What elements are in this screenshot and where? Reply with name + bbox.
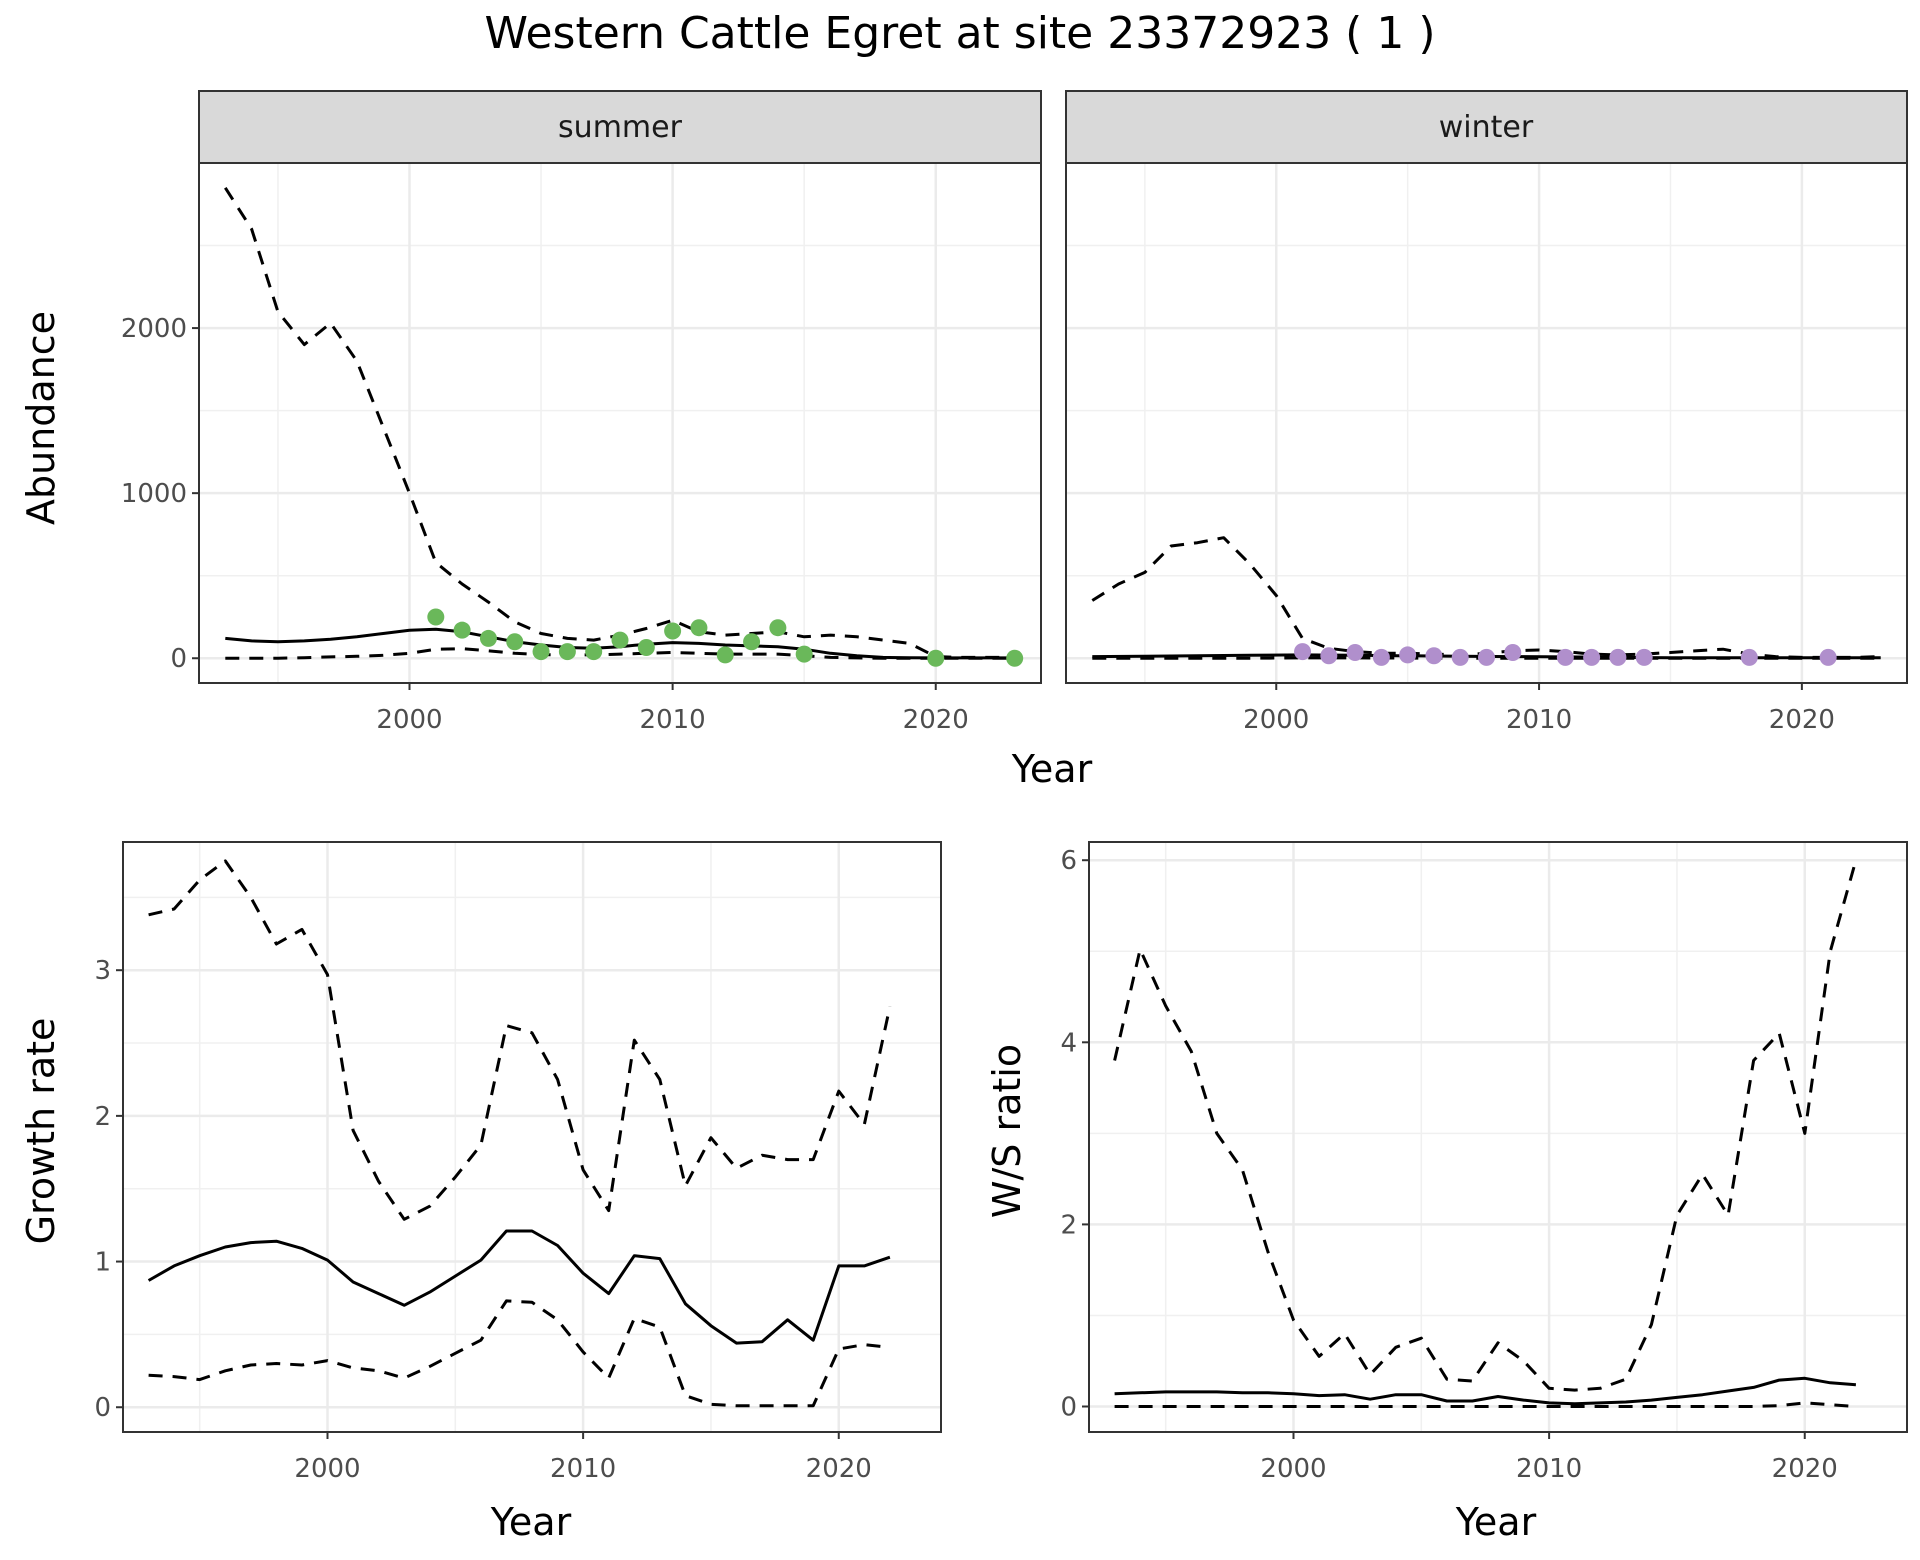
abundance-summer-interval-line-2 (225, 647, 1015, 660)
growth-rate-plot-area (123, 842, 941, 1432)
abundance-summer-panel-border (198, 162, 1042, 684)
ws-ratio-interval-line-1 (1113, 859, 1858, 1392)
abundance-summer-observed-point (743, 633, 761, 651)
y-axis-title-abundance: Abundance (19, 311, 63, 525)
abundance-winter-panel: winter 2000 2010 2020 (1065, 90, 1908, 735)
abundance-winter-observed-point (1556, 648, 1574, 666)
ws-ratio-y-tick-label: 2 (1060, 1210, 1077, 1240)
strip-summer (198, 90, 1042, 164)
ws-ratio-panel-border (1088, 841, 1908, 1433)
ws-ratio-estimate-line (1114, 1376, 1857, 1406)
abundance-summer-observed-point (453, 621, 471, 639)
abundance-summer-y-tick-label: 1000 (121, 479, 187, 509)
ws-ratio-plot-area (1089, 842, 1907, 1432)
abundance-summer-observed-point (611, 631, 629, 649)
abundance-winter-panel-border (1065, 162, 1908, 684)
growth-rate-x-tick-label: 2020 (806, 1454, 872, 1484)
abundance-winter-observed-point (1635, 648, 1653, 666)
abundance-winter-observed-point (1819, 648, 1837, 666)
strip-label-winter: winter (1439, 110, 1534, 145)
ws-ratio-interval-line-2 (1114, 1401, 1857, 1408)
abundance-winter-observed-point (1478, 648, 1495, 666)
y-axis-title-growth-rate: Growth rate (19, 1018, 63, 1245)
growth-rate-panel-border (122, 841, 942, 1433)
abundance-summer-observed-point (479, 629, 497, 647)
abundance-summer-observed-point (558, 643, 576, 661)
ws-ratio-x-tick-label: 2010 (1516, 1454, 1582, 1484)
growth-rate-interval-line-1 (148, 859, 892, 1221)
abundance-summer-x-tick-label: 2020 (903, 705, 969, 735)
abundance-summer-observed-point (716, 646, 734, 664)
abundance-summer-observed-point (664, 622, 682, 640)
strip-label-summer: summer (558, 110, 683, 145)
abundance-winter-observed-point (1451, 648, 1469, 666)
abundance-winter-plot-area (1066, 163, 1907, 683)
abundance-winter-observed-point (1504, 643, 1522, 661)
abundance-summer-observed-point (795, 645, 813, 663)
x-axis-title-growth-rate: Year (490, 1500, 572, 1544)
abundance-summer-observed-point (1006, 649, 1024, 667)
growth-rate-y-tick-label: 0 (94, 1393, 111, 1423)
growth-rate-panel: Growth rate Year 2000 2010 2020 0 1 2 3 (19, 841, 942, 1544)
abundance-summer-observed-point (506, 633, 524, 651)
abundance-summer-observed-point (585, 643, 603, 661)
abundance-summer-observed-point (637, 639, 655, 657)
abundance-winter-observed-point (1346, 643, 1364, 661)
abundance-summer-observed-point (532, 643, 550, 661)
growth-rate-x-tick-label: 2000 (294, 1454, 360, 1484)
abundance-summer-observed-point (427, 608, 445, 626)
abundance-summer-y-tick-label: 2000 (121, 314, 187, 344)
growth-rate-x-tick-label: 2010 (550, 1454, 616, 1484)
growth-rate-y-tick-label: 1 (94, 1248, 111, 1278)
abundance-summer-y-tick-label: 0 (170, 644, 187, 674)
y-axis-title-ws-ratio: W/S ratio (985, 1044, 1029, 1218)
abundance-summer-observed-point (927, 649, 945, 667)
ws-ratio-y-tick-label: 0 (1060, 1393, 1077, 1423)
abundance-winter-observed-point (1740, 648, 1758, 666)
abundance-winter-observed-point (1609, 648, 1627, 666)
x-axis-title-ws-ratio: Year (1455, 1500, 1537, 1544)
ws-ratio-y-tick-label: 6 (1060, 846, 1077, 876)
abundance-winter-observed-point (1294, 643, 1312, 661)
abundance-summer-observed-point (690, 619, 708, 637)
x-axis-title-top: Year (1011, 747, 1093, 791)
ws-ratio-x-tick-label: 2020 (1772, 1454, 1838, 1484)
abundance-winter-observed-point (1320, 647, 1338, 665)
abundance-winter-observed-point (1583, 648, 1601, 666)
growth-rate-estimate-line (147, 1229, 891, 1345)
abundance-winter-x-tick-label: 2020 (1769, 705, 1835, 735)
ws-ratio-panel: W/S ratio Year 2000 2010 2020 0 2 4 6 (985, 841, 1908, 1544)
strip-winter (1065, 90, 1908, 164)
abundance-summer-plot-area (199, 163, 1041, 683)
ws-ratio-y-tick-label: 4 (1060, 1028, 1077, 1058)
abundance-winter-observed-point (1372, 648, 1390, 666)
abundance-winter-observed-point (1425, 647, 1443, 665)
abundance-summer-panel: summer Abundance 2000 2010 2020 0 1000 2000 (19, 90, 1042, 735)
abundance-winter-x-tick-label: 2010 (1506, 705, 1572, 735)
abundance-winter-observed-point (1399, 646, 1417, 664)
abundance-winter-x-tick-label: 2000 (1243, 705, 1309, 735)
growth-rate-y-tick-label: 3 (94, 956, 111, 986)
abundance-summer-observed-point (769, 619, 787, 637)
chart-title: Western Cattle Egret at site 23372923 ( … (485, 8, 1436, 59)
ws-ratio-x-tick-label: 2000 (1260, 1454, 1326, 1484)
abundance-summer-x-tick-label: 2010 (640, 705, 706, 735)
growth-rate-y-tick-label: 2 (94, 1102, 111, 1132)
growth-rate-interval-line-2 (148, 1299, 891, 1408)
abundance-summer-x-tick-label: 2000 (376, 705, 442, 735)
